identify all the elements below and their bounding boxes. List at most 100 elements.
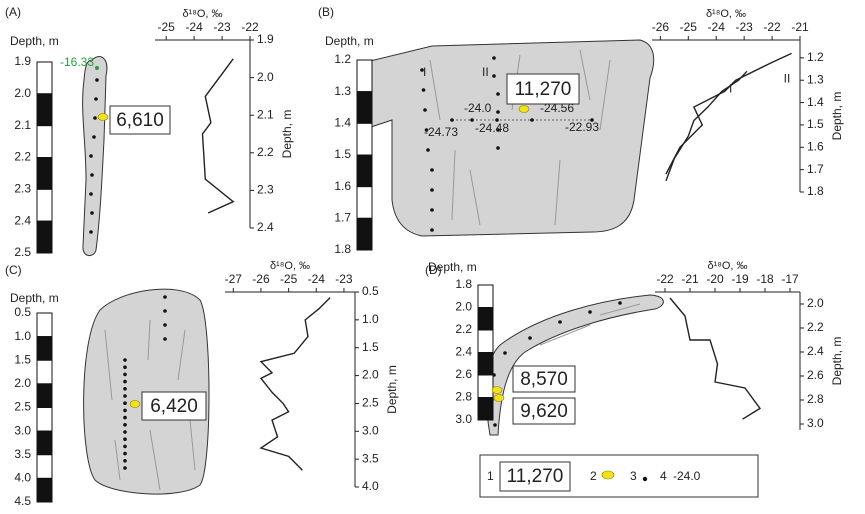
x-tick-label: -27	[225, 272, 243, 286]
depth-scale-segment	[37, 126, 52, 158]
x-tick-label: -25	[280, 272, 298, 286]
depth-tick-label: 2.2	[14, 150, 31, 164]
depth-tick-label: 2.6	[455, 367, 472, 381]
depth-scale-segment	[37, 313, 52, 337]
x-tick-label: -23	[335, 272, 353, 286]
sample-dot	[123, 387, 127, 391]
depth-scale-segment	[478, 353, 493, 376]
sample-dot	[450, 118, 454, 122]
y-tick-label: 1.0	[362, 312, 379, 326]
age-label: 6,610	[116, 110, 164, 131]
annotation: I	[423, 65, 426, 79]
depth-scale-segment	[37, 384, 52, 408]
sample-dot	[163, 323, 167, 327]
depth-tick-label: 2.2	[455, 322, 472, 336]
y-tick-label: 2.4	[807, 344, 824, 358]
legend-label: 11,270	[507, 466, 564, 487]
sample-dot	[493, 423, 497, 427]
sample-dot	[123, 380, 127, 384]
y-tick-label: 1.5	[362, 340, 379, 354]
sample-dot	[496, 92, 500, 96]
y-tick-label: 1.5	[807, 117, 824, 131]
y-tick-label: 1.6	[807, 139, 824, 153]
depth-scale-segment	[37, 189, 52, 221]
depth-tick-label: 1.8	[455, 277, 472, 291]
x-tick-label: -21	[681, 272, 699, 286]
depth-tick-label: 1.5	[334, 147, 351, 161]
sample-dot	[123, 466, 127, 470]
depth-scale-segment	[37, 94, 52, 126]
depth-scale-segment	[37, 62, 52, 94]
x-tick-label: -25	[680, 20, 698, 34]
depth-tick-label: 3.0	[14, 423, 31, 437]
profile-line	[666, 71, 747, 181]
legend-ellipse	[602, 471, 614, 479]
sample-dot	[430, 208, 434, 212]
y-tick-label: 2.4	[257, 220, 274, 234]
depth-scale-segment	[478, 398, 493, 421]
depth-tick-label: 2.0	[14, 376, 31, 390]
depth-tick-label: 3.0	[455, 412, 472, 426]
sample-dot	[123, 401, 127, 405]
sample-dot	[90, 173, 94, 177]
profile-line	[670, 298, 760, 419]
sample-dot	[528, 336, 532, 340]
annotation: -24.0	[464, 101, 492, 115]
legend-number: 2	[590, 469, 597, 483]
depth-tick-label: 1.3	[334, 84, 351, 98]
age-sample	[494, 395, 504, 402]
depth-tick-label: 2.1	[14, 118, 31, 132]
y-tick-label: 1.7	[807, 162, 824, 176]
sample-dot	[89, 154, 93, 158]
depth-tick-label: 1.9	[14, 54, 31, 68]
y-tick-label: 2.3	[257, 183, 274, 197]
x-axis-title: δ¹⁸O, ‰	[707, 260, 747, 272]
depth-tick-label: 2.0	[455, 300, 472, 314]
depth-tick-label: 2.0	[14, 86, 31, 100]
y-tick-label: 2.1	[257, 107, 274, 121]
y-tick-label: 3.5	[362, 451, 379, 465]
sample-dot	[618, 301, 622, 305]
y-axis-title: Depth, m	[385, 365, 399, 414]
y-tick-label: 2.8	[807, 392, 824, 406]
legend-number: 1	[487, 469, 494, 483]
depth-scale-segment	[357, 60, 372, 92]
y-tick-label: 2.6	[807, 368, 824, 382]
sample-dot	[123, 430, 127, 434]
y-axis-title: Depth, m	[280, 110, 294, 159]
age-sample	[130, 401, 140, 408]
legend-dot	[643, 477, 647, 481]
annotation: -22.93	[565, 120, 599, 134]
sample-dot	[123, 373, 127, 377]
sample-dot	[94, 97, 98, 101]
depth-scale-segment	[357, 218, 372, 250]
sample-dot	[163, 295, 167, 299]
sample-dot	[123, 365, 127, 369]
depth-scale-segment	[37, 408, 52, 432]
depth-title: Depth, m	[10, 34, 59, 48]
x-tick-label: -19	[731, 272, 749, 286]
x-tick-label: -26	[252, 272, 270, 286]
profile-line	[203, 59, 234, 213]
series-label: II	[784, 72, 791, 86]
x-tick-label: -24	[308, 272, 326, 286]
depth-tick-label: 4.0	[14, 471, 31, 485]
y-tick-label: 3.0	[362, 423, 379, 437]
depth-scale-segment	[357, 123, 372, 155]
depth-title: Depth, m	[10, 291, 59, 305]
y-tick-label: 1.4	[807, 95, 824, 109]
sample-dot	[123, 445, 127, 449]
sample-dot	[123, 423, 127, 427]
y-tick-label: 0.5	[362, 284, 379, 298]
x-tick-label: -17	[781, 272, 799, 286]
profile-line	[261, 298, 330, 471]
depth-scale-segment	[37, 360, 52, 384]
x-tick-label: -25	[158, 20, 176, 34]
sample-dot	[426, 148, 430, 152]
age-sample	[519, 106, 529, 113]
depth-scale-segment	[37, 221, 52, 253]
x-tick-label: -21	[791, 20, 809, 34]
figure: (A)Depth, m1.92.02.12.22.32.42.56,610-16…	[0, 0, 865, 514]
sample-dot	[530, 118, 534, 122]
y-tick-label: 1.3	[807, 72, 824, 86]
